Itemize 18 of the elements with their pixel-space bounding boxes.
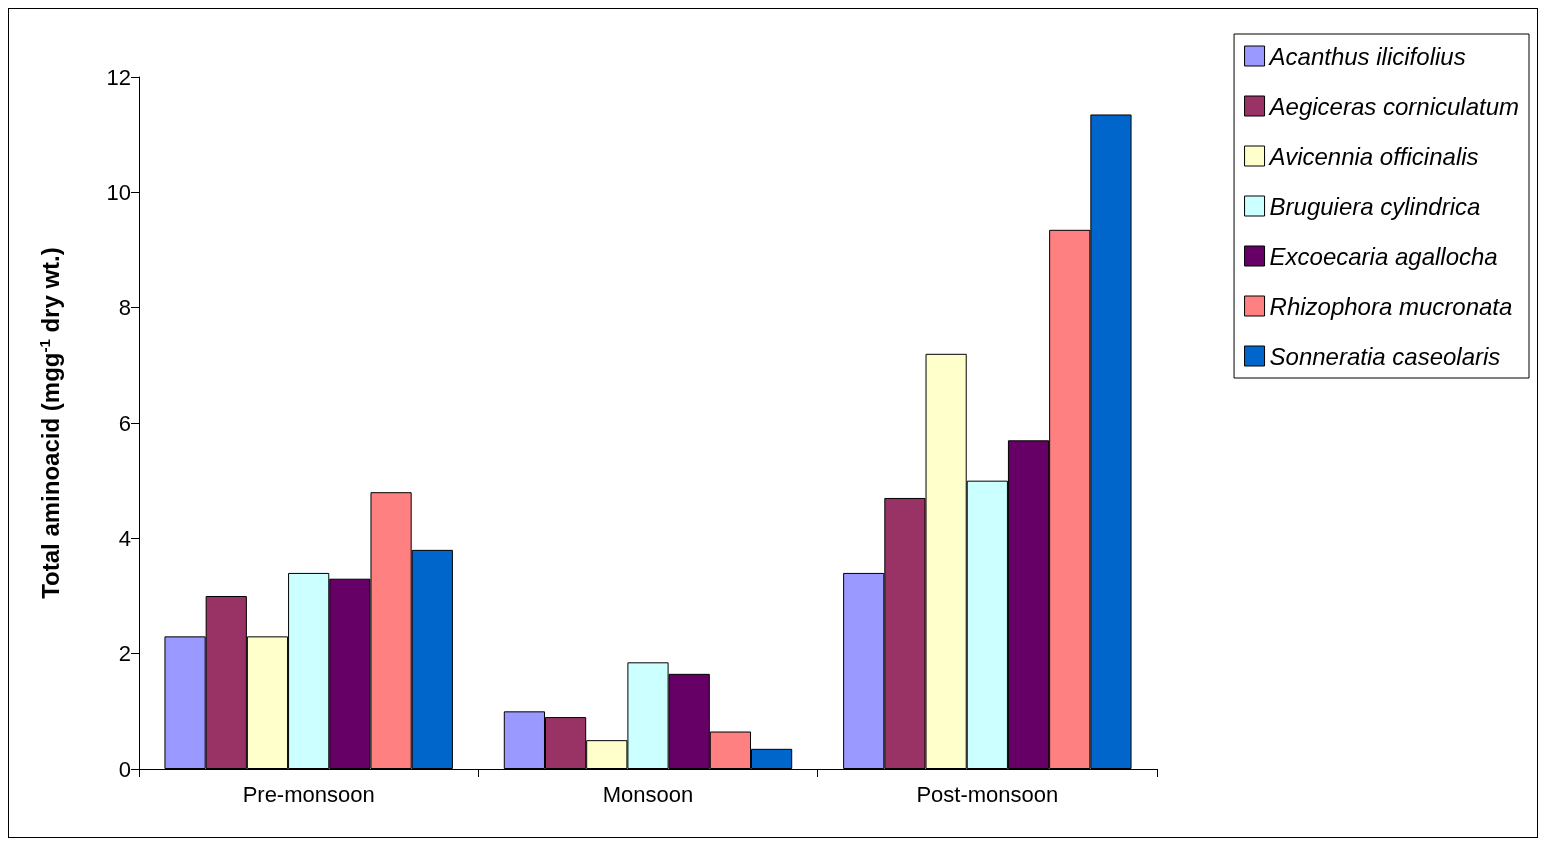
legend-label: Excoecaria agallocha [1269,242,1498,270]
y-tick-label: 6 [118,410,131,436]
y-tick-label: 12 [106,64,131,90]
legend-label: Avicennia officinalis [1267,142,1479,170]
y-tick-label: 0 [118,756,131,782]
legend-label: Bruguiera cylindrica [1269,192,1481,220]
y-tick-label: 2 [118,641,131,667]
y-tick-label: 10 [106,179,131,205]
y-tick-label: 4 [118,525,131,551]
legend-label: Aegiceras corniculatum [1267,92,1520,120]
y-tick-label: 8 [118,295,131,321]
x-tick-label: Monsoon [602,781,694,807]
y-axis-title: Total aminoacid (mgg-1 dry wt.) [36,247,64,599]
legend-label: Acanthus ilicifolius [1267,42,1466,70]
x-tick-label: Pre-monsoon [242,781,375,807]
legend-label: Sonneratia caseolaris [1269,342,1501,370]
legend-label: Rhizophora mucronata [1269,292,1513,320]
x-tick-label: Post-monsoon [916,781,1059,807]
